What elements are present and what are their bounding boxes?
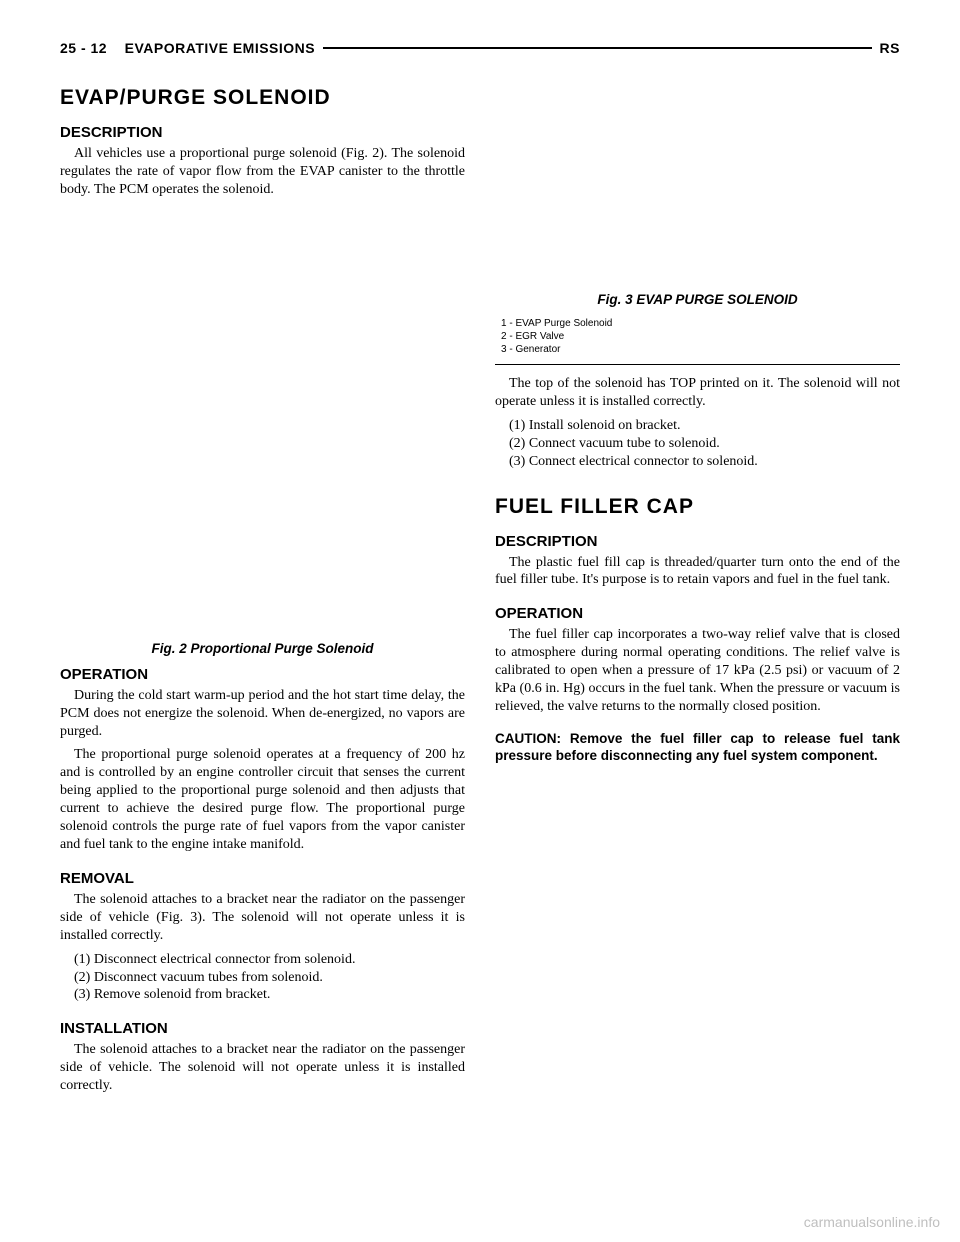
install-step-3: (3) Connect electrical connector to sole…	[495, 453, 900, 471]
removal-step-2: (2) Disconnect vacuum tubes from solenoi…	[60, 969, 465, 987]
page-section: 25 - 12	[60, 40, 107, 56]
caution-text: CAUTION: Remove the fuel filler cap to r…	[495, 730, 900, 765]
ffc-description-heading: DESCRIPTION	[495, 533, 900, 550]
figure-2-caption: Fig. 2 Proportional Purge Solenoid	[60, 641, 465, 656]
header-rule	[323, 47, 871, 49]
right-column: Fig. 3 EVAP PURGE SOLENOID 1 - EVAP Purg…	[495, 86, 900, 1101]
ffc-description-text: The plastic fuel fill cap is threaded/qu…	[495, 554, 900, 590]
removal-step-3: (3) Remove solenoid from bracket.	[60, 986, 465, 1004]
ffc-operation-heading: OPERATION	[495, 605, 900, 622]
description-heading: DESCRIPTION	[60, 124, 465, 141]
figure-3-legend: 1 - EVAP Purge Solenoid 2 - EGR Valve 3 …	[495, 317, 900, 356]
removal-text: The solenoid attaches to a bracket near …	[60, 891, 465, 945]
operation-p1: During the cold start warm-up period and…	[60, 687, 465, 741]
installation-body: The solenoid attaches to a bracket near …	[60, 1042, 465, 1093]
operation-p2: The proportional purge solenoid operates…	[60, 746, 465, 853]
install-step-2: (2) Connect vacuum tube to solenoid.	[495, 435, 900, 453]
description-text: All vehicles use a proportional purge so…	[60, 145, 465, 199]
operation-p2-body: The proportional purge solenoid operates…	[60, 747, 465, 852]
installation-text: The solenoid attaches to a bracket near …	[60, 1041, 465, 1095]
installation-heading: INSTALLATION	[60, 1020, 465, 1037]
description-body: All vehicles use a proportional purge so…	[60, 146, 465, 197]
figure-3-placeholder	[495, 86, 900, 286]
fig3-legend-2: 2 - EGR Valve	[501, 330, 900, 343]
removal-step-1: (1) Disconnect electrical connector from…	[60, 951, 465, 969]
install-cont-text: The top of the solenoid has TOP printed …	[495, 375, 900, 411]
page-header: 25 - 12 EVAPORATIVE EMISSIONS RS	[60, 40, 900, 56]
fig3-legend-1: 1 - EVAP Purge Solenoid	[501, 317, 900, 330]
doc-code: RS	[880, 40, 900, 56]
figure-2-placeholder	[60, 205, 465, 635]
watermark: carmanualsonline.info	[804, 1214, 940, 1230]
evap-purge-title: EVAP/PURGE SOLENOID	[60, 86, 465, 110]
operation-p1-body: During the cold start warm-up period and…	[60, 688, 465, 739]
operation-heading: OPERATION	[60, 666, 465, 683]
figure-3-caption: Fig. 3 EVAP PURGE SOLENOID	[495, 292, 900, 307]
section-title: EVAPORATIVE EMISSIONS	[125, 40, 315, 56]
ffc-operation-body: The fuel filler cap incorporates a two-w…	[495, 627, 900, 714]
install-step-1: (1) Install solenoid on bracket.	[495, 417, 900, 435]
fuel-filler-cap-title: FUEL FILLER CAP	[495, 495, 900, 519]
fig3-legend-3: 3 - Generator	[501, 343, 900, 356]
left-column: EVAP/PURGE SOLENOID DESCRIPTION All vehi…	[60, 86, 465, 1101]
ffc-description-body: The plastic fuel fill cap is threaded/qu…	[495, 555, 900, 588]
ffc-operation-text: The fuel filler cap incorporates a two-w…	[495, 626, 900, 716]
install-cont-body: The top of the solenoid has TOP printed …	[495, 376, 900, 409]
divider-rule	[495, 364, 900, 365]
header-left: 25 - 12 EVAPORATIVE EMISSIONS	[60, 40, 315, 56]
removal-heading: REMOVAL	[60, 870, 465, 887]
content-columns: EVAP/PURGE SOLENOID DESCRIPTION All vehi…	[60, 86, 900, 1101]
removal-body: The solenoid attaches to a bracket near …	[60, 892, 465, 943]
